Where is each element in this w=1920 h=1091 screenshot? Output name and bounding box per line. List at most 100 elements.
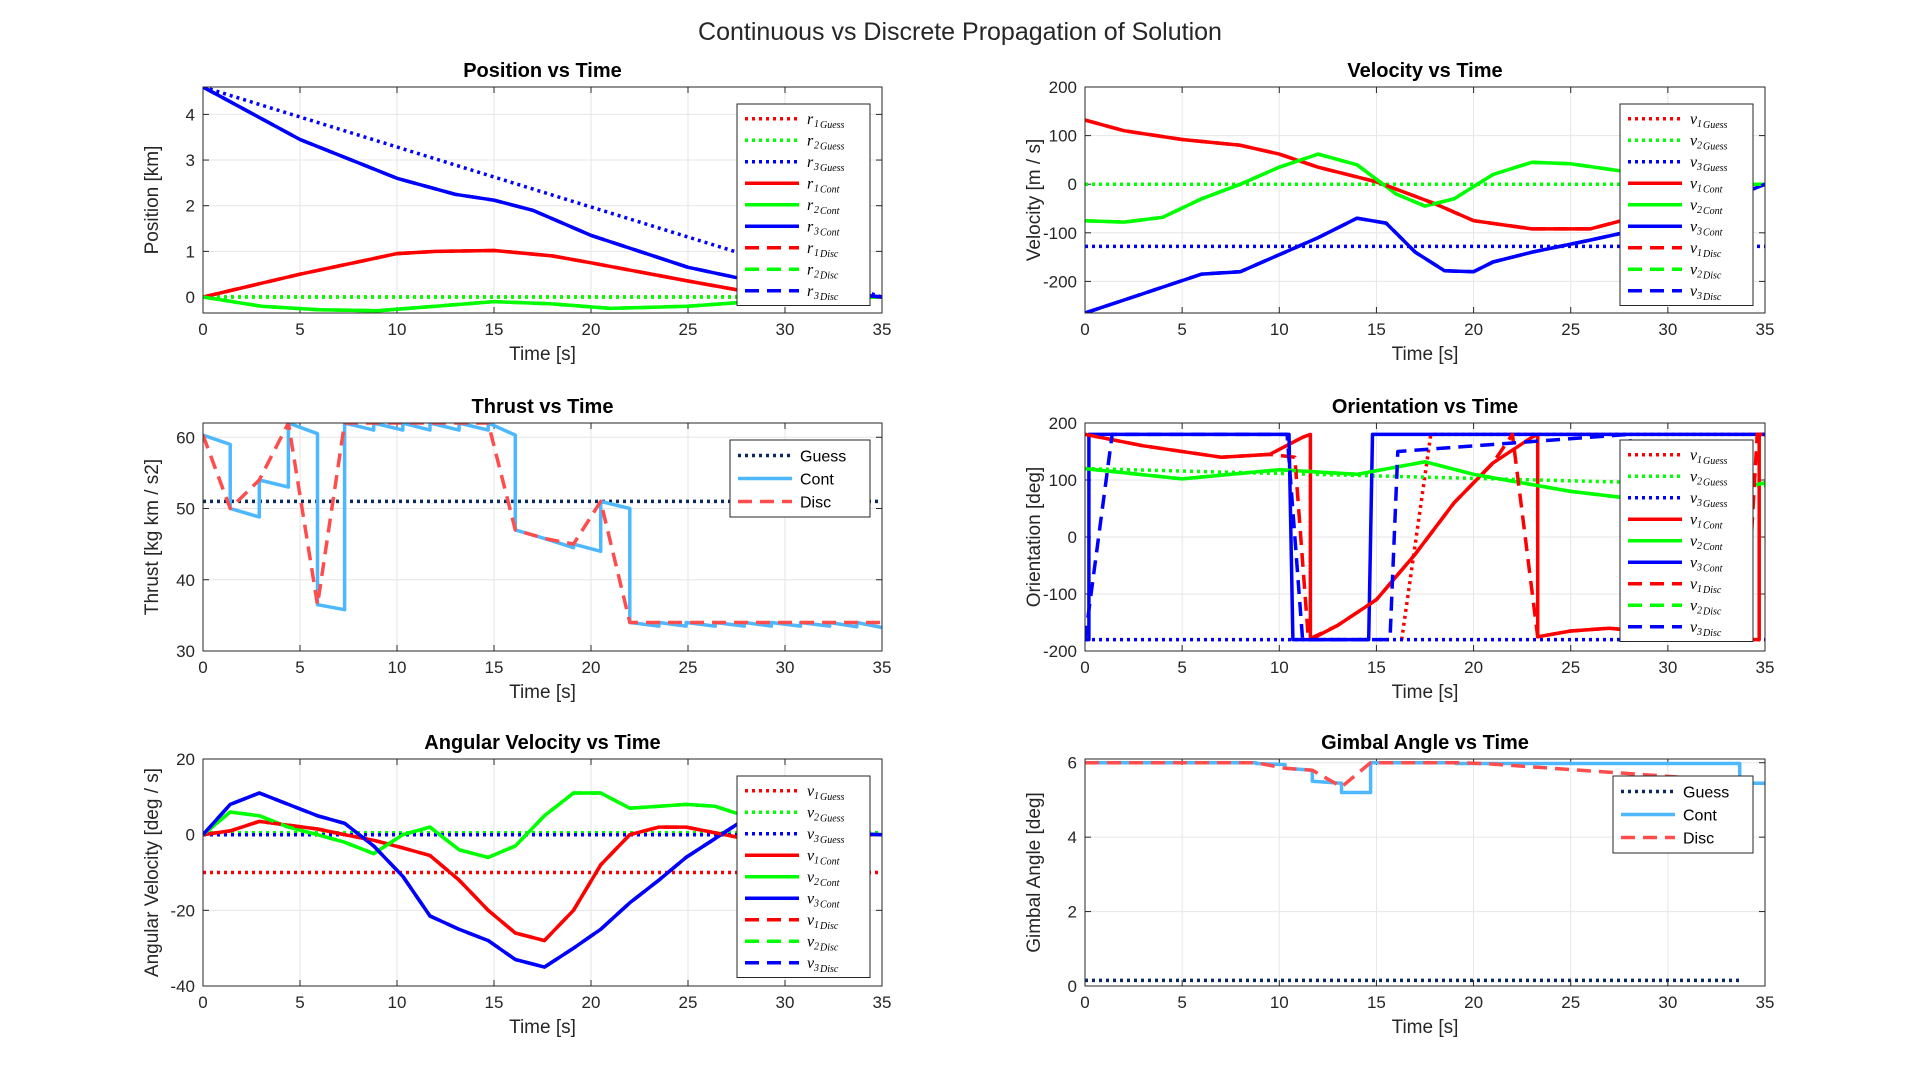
y-tick-label: 3 [186,151,195,170]
legend-label-num: 3 [813,162,819,173]
legend-label-v2disc: v [1690,597,1698,614]
legend-label-v2disc: v [807,933,815,950]
x-tick-label: 15 [1367,658,1386,677]
x-axis-label: Time [s] [1392,1017,1459,1038]
legend-label-v3guess: v [807,826,815,843]
legend-label-sub: Disc [1702,249,1722,260]
legend-label-num: 3 [813,291,819,302]
x-tick-label: 10 [1270,320,1289,339]
y-tick-label: 2 [186,197,195,216]
y-tick-label: 6 [1068,754,1077,773]
legend-label-sub: Cont [1703,520,1723,531]
legend-label-sub: Disc [1702,292,1722,303]
legend-label-sub: Guess [1703,141,1728,152]
legend-label-num: 1 [814,119,819,130]
chart-orientation-vs-time: 0 5 10 15 20 25 30 35 -200 -100 0 100 200 Orientation… [1024,396,1774,703]
legend-label-r1guess: r [807,111,814,128]
x-tick-label: 30 [776,658,795,677]
plot-title: Angular Velocity vs Time [424,732,660,754]
y-axis-label: Orientation [deg] [1024,467,1045,607]
legend-label-cont: Cont [1683,808,1717,825]
legend-label-sub: Guess [820,120,845,131]
x-tick-label: 30 [1658,993,1677,1012]
legend-label-num: 1 [814,920,819,931]
legend-label-r2guess: r [807,132,814,149]
series-line-v3disc [1085,432,1637,642]
axes-frame [202,422,883,652]
legend-label-sub: Cont [1703,206,1723,217]
legend-label-v3disc: v [1690,283,1698,300]
series-line-disc [1085,760,1740,789]
y-tick-label: 0 [1068,175,1077,194]
legend-label-num: 1 [1697,248,1702,259]
legend-label-v1guess: v [1690,447,1698,464]
x-tick-label: 35 [1756,993,1775,1012]
series-line-cont [203,423,882,630]
legend-label-v3guess: v [1690,490,1698,507]
legend-label-v2cont: v [807,869,815,886]
x-tick-label: 5 [1177,658,1186,677]
legend-label-v2cont: v [1690,533,1698,550]
x-tick-label: 25 [1561,320,1580,339]
y-axis-label: Position [km] [142,146,163,255]
x-tick-label: 35 [873,320,892,339]
x-tick-label: 15 [485,658,504,677]
legend-label-num: 3 [813,226,819,237]
legend-label-v1cont: v [1690,175,1698,192]
y-tick-label: 20 [176,750,195,769]
y-tick-label: 200 [1049,414,1077,433]
legend-label-num: 2 [814,877,819,888]
x-tick-label: 30 [776,320,795,339]
x-tick-label: 15 [1367,993,1386,1012]
y-tick-label: -200 [1043,272,1077,291]
legend-label-num: 2 [1697,140,1702,151]
y-axis-label: Angular Velocity [deg / s] [142,768,163,977]
legend-label-v1cont: v [807,847,815,864]
legend-label-num: 3 [1696,498,1702,509]
legend-label-cont: Cont [800,472,834,489]
legend-label-sub: Disc [1702,628,1722,639]
legend-label-num: 3 [1696,627,1702,638]
legend-label-sub: Guess [1703,499,1728,510]
y-tick-label: 0 [186,288,195,307]
x-tick-label: 10 [1270,993,1289,1012]
x-tick-label: 25 [679,658,698,677]
x-tick-label: 5 [1177,320,1186,339]
legend-label-sub: Cont [1703,184,1723,195]
legend-label-sub: Disc [819,942,839,953]
legend-label-num: 2 [1697,205,1702,216]
x-tick-label: 30 [1658,658,1677,677]
y-tick-label: 100 [1049,127,1077,146]
x-tick-label: 10 [388,993,407,1012]
y-tick-label: 200 [1049,78,1077,97]
legend-label-sub: Guess [1703,477,1728,488]
series-line-v1disc [203,819,882,943]
x-tick-label: 5 [295,993,304,1012]
legend-label-num: 2 [814,941,819,952]
x-axis-label: Time [s] [509,1017,576,1038]
legend-label-num: 2 [1697,269,1702,280]
legend-label-guess: Guess [800,449,846,466]
series-line-r2disc [203,295,882,313]
plot-title: Orientation vs Time [1332,396,1518,418]
y-axis-label: Gimbal Angle [deg] [1024,792,1045,953]
legend-label-r3disc: r [807,283,814,300]
plot-title: Position vs Time [463,60,622,82]
series-line-v2disc [1085,152,1765,224]
legend-label-num: 3 [813,834,819,845]
legend-label-num: 1 [814,183,819,194]
legend-label-v2guess: v [1690,132,1698,149]
axes-frame [202,758,883,987]
y-tick-label: 60 [176,428,195,447]
legend-label-disc: Disc [800,495,831,512]
legend-label-num: 1 [814,248,819,259]
x-tick-label: 25 [1561,993,1580,1012]
axes-frame [1084,758,1766,987]
legend-label-num: 1 [814,855,819,866]
x-tick-label: 0 [198,320,207,339]
legend-label-sub: Cont [820,878,840,889]
legend-label-sub: Cont [820,227,840,238]
x-tick-label: 10 [388,658,407,677]
legend-label-sub: Cont [1703,227,1723,238]
